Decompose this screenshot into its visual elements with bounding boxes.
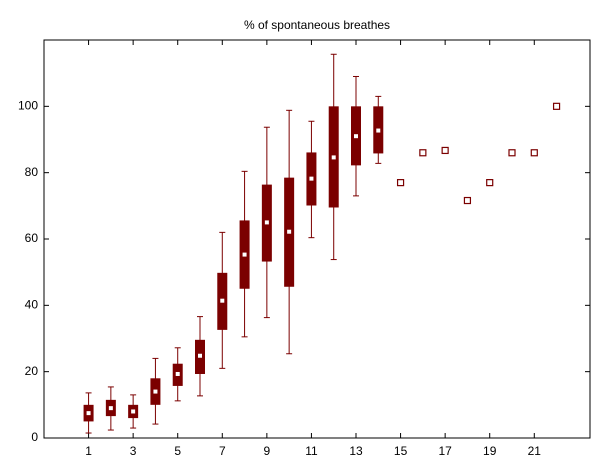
median <box>131 409 136 414</box>
median <box>175 371 180 376</box>
x-tick-label: 17 <box>438 444 452 458</box>
y-tick-label: 80 <box>25 165 39 179</box>
median <box>287 229 292 234</box>
x-tick-label: 9 <box>264 444 271 458</box>
point <box>463 196 472 205</box>
y-tick-label: 40 <box>25 298 39 312</box>
y-tick-label: 100 <box>18 99 38 113</box>
x-tick-label: 15 <box>394 444 408 458</box>
median <box>309 176 314 181</box>
median <box>331 155 336 160</box>
point <box>552 102 561 110</box>
point <box>441 146 449 155</box>
x-tick-label: 5 <box>174 444 181 458</box>
x-tick-label: 19 <box>483 444 497 458</box>
plot-frame <box>43 39 591 439</box>
point <box>530 149 538 157</box>
median <box>108 406 113 411</box>
x-tick-label: 13 <box>349 444 363 458</box>
x-tick-label: 21 <box>528 444 542 458</box>
median <box>153 389 158 394</box>
point <box>396 179 405 187</box>
median <box>354 134 358 139</box>
median <box>198 353 202 358</box>
median <box>86 411 91 416</box>
y-tick-label: 20 <box>25 364 39 378</box>
y-tick-label: 60 <box>25 231 39 245</box>
x-tick-label: 11 <box>305 444 318 458</box>
median <box>242 252 247 257</box>
point <box>419 149 427 157</box>
median <box>376 128 381 133</box>
median <box>220 298 225 303</box>
point <box>486 179 494 187</box>
chart-title: % of spontaneous breathes <box>244 18 390 32</box>
point <box>508 149 516 157</box>
y-tick-label: 0 <box>31 430 38 444</box>
x-tick-label: 3 <box>130 444 137 458</box>
x-tick-label: 1 <box>85 444 92 458</box>
median <box>264 220 269 225</box>
x-tick-label: 7 <box>219 444 226 458</box>
